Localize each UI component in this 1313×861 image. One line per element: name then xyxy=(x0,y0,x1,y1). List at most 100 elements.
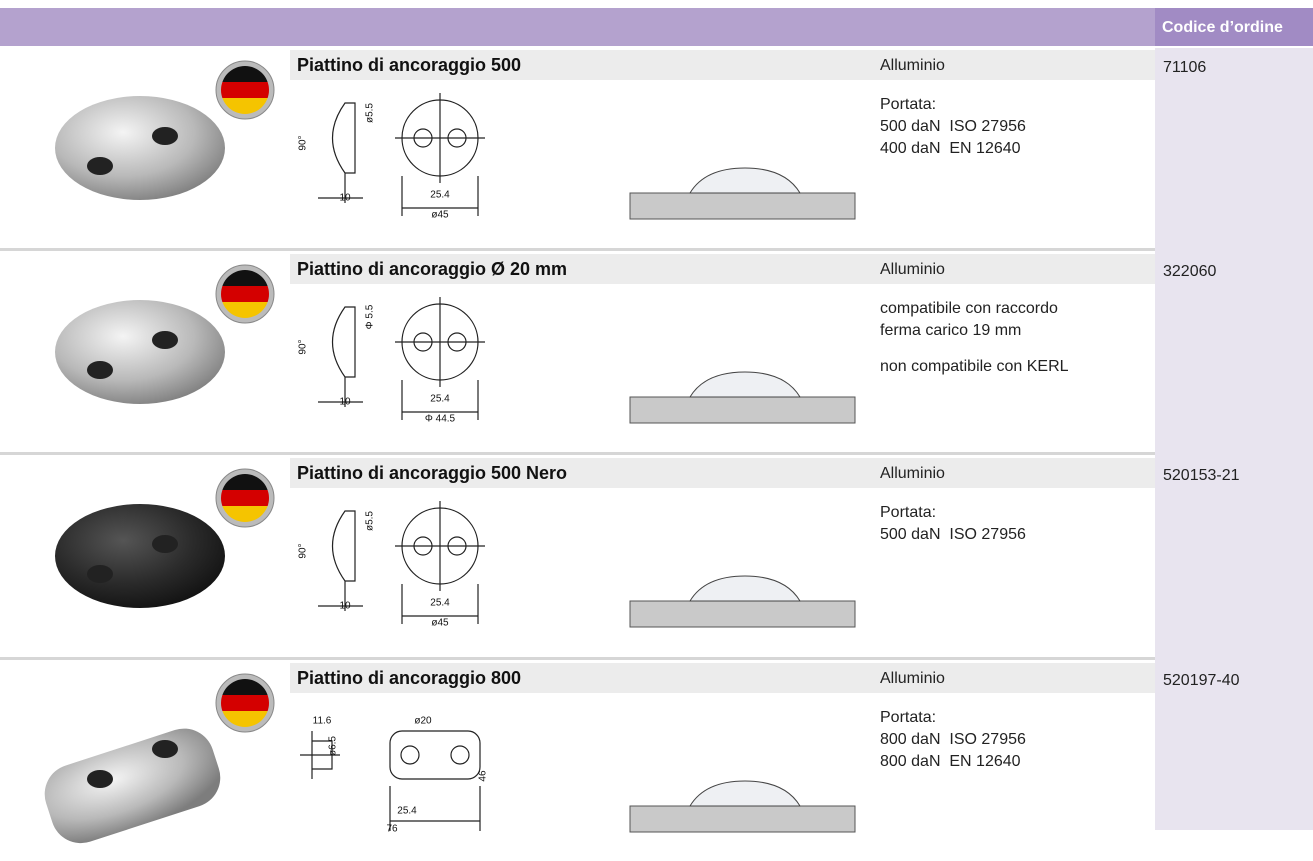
title-band xyxy=(290,50,1155,80)
outline xyxy=(318,510,363,611)
product-photo xyxy=(55,96,225,200)
product-name: Piattino di ancoraggio 500 xyxy=(297,55,521,75)
row-separator xyxy=(0,657,1155,660)
dimension-label: 90° xyxy=(298,543,309,558)
rail xyxy=(629,805,856,833)
outline xyxy=(389,786,481,831)
header-code-cell xyxy=(1155,8,1313,46)
rail-fitting xyxy=(689,167,801,194)
detail-line: Portata: xyxy=(880,96,936,113)
rail xyxy=(629,396,856,424)
detail-line: Portata: xyxy=(880,709,936,726)
outline xyxy=(395,297,485,420)
detail-line: Portata: xyxy=(880,504,936,521)
order-code: 520153-21 xyxy=(1163,467,1240,484)
product-name: Piattino di ancoraggio Ø 20 mm xyxy=(297,259,567,279)
detail-line: compatibile con raccordo xyxy=(880,300,1058,317)
dimension-label: 46 xyxy=(478,770,489,782)
title-band xyxy=(290,254,1155,284)
rail xyxy=(629,600,856,628)
technical-drawing: 11.6 ø6.5 ø20 46 25.4 76 xyxy=(300,716,489,835)
flag-stripe xyxy=(221,679,269,695)
outline xyxy=(395,501,485,624)
outline xyxy=(395,93,485,216)
dimension-label: 25.4 xyxy=(430,394,450,405)
dimension-label: 10 xyxy=(339,601,351,612)
plate-body xyxy=(55,504,225,608)
flag-stripe xyxy=(221,270,269,286)
outline xyxy=(300,731,340,779)
dimension-label: ø45 xyxy=(431,210,449,221)
dimension-label: 25.4 xyxy=(397,806,417,817)
detail-line: 400 daN EN 12640 xyxy=(880,140,1021,157)
material: Alluminio xyxy=(880,57,945,74)
flag-stripe xyxy=(221,302,269,318)
product-name: Piattino di ancoraggio 800 xyxy=(297,668,521,688)
order-code: 71106 xyxy=(1163,59,1206,76)
code-column xyxy=(1155,48,1313,830)
hole xyxy=(87,770,113,788)
dimension-label: ø5.5 xyxy=(365,511,376,531)
dimension-label: ø20 xyxy=(414,716,432,727)
flag-stripe xyxy=(221,695,269,711)
title-band xyxy=(290,458,1155,488)
flag-stripe xyxy=(221,711,269,727)
hole xyxy=(87,361,113,379)
outline xyxy=(318,306,363,407)
material: Alluminio xyxy=(880,670,945,687)
product-photo xyxy=(55,300,225,404)
dimension-label: 90° xyxy=(298,135,309,150)
rail-fitting xyxy=(689,371,801,398)
hole xyxy=(152,740,178,758)
technical-drawing: ø5.5 90° 10 25.4 ø45 xyxy=(298,501,485,629)
rail-fitting xyxy=(689,575,801,602)
dimension-label: 25.4 xyxy=(430,598,450,609)
dimension-label: Φ 44.5 xyxy=(425,414,456,425)
header-bar xyxy=(0,8,1155,46)
outline xyxy=(450,745,470,765)
technical-drawing: Φ 5.5 90° 10 25.4 Φ 44.5 xyxy=(298,297,485,425)
detail-line: ferma carico 19 mm xyxy=(880,322,1021,339)
dimension-label: 11.6 xyxy=(313,716,332,727)
dimension-label: Φ 5.5 xyxy=(365,304,376,329)
plate-body xyxy=(44,728,221,844)
outline xyxy=(400,745,420,765)
flag-stripe xyxy=(221,286,269,302)
row-separator xyxy=(0,248,1155,251)
outline xyxy=(318,102,363,203)
product-name: Piattino di ancoraggio 500 Nero xyxy=(297,463,567,483)
dimension-label: 90° xyxy=(298,339,309,354)
detail-line: non compatibile con KERL xyxy=(880,358,1069,375)
title-band xyxy=(290,663,1155,693)
flag-stripe xyxy=(221,66,269,82)
detail-line: 500 daN ISO 27956 xyxy=(880,526,1026,543)
rail xyxy=(629,192,856,220)
outline xyxy=(389,730,481,780)
flag-stripe xyxy=(221,98,269,114)
order-code: 520197-40 xyxy=(1163,672,1240,689)
dimension-label: 25.4 xyxy=(430,190,450,201)
hole xyxy=(152,331,178,349)
dimension-label: ø5.5 xyxy=(365,103,376,123)
product-photo xyxy=(55,504,225,608)
dimension-label: ø6.5 xyxy=(328,736,339,756)
technical-drawing: ø5.5 90° 10 25.4 ø45 xyxy=(298,93,485,221)
flag-stripe xyxy=(221,490,269,506)
flag-stripe xyxy=(221,82,269,98)
material: Alluminio xyxy=(880,261,945,278)
hole xyxy=(152,535,178,553)
flag-stripe xyxy=(221,506,269,522)
material: Alluminio xyxy=(880,465,945,482)
hole xyxy=(152,127,178,145)
row-separator xyxy=(0,452,1155,455)
dimension-label: 10 xyxy=(339,193,351,204)
code-header: Codice d’ordine xyxy=(1162,19,1283,36)
dimension-label: ø45 xyxy=(431,618,449,629)
detail-line: 500 daN ISO 27956 xyxy=(880,118,1026,135)
hole xyxy=(87,157,113,175)
detail-line: 800 daN ISO 27956 xyxy=(880,731,1026,748)
flag-stripe xyxy=(221,474,269,490)
plate-body xyxy=(55,300,225,404)
